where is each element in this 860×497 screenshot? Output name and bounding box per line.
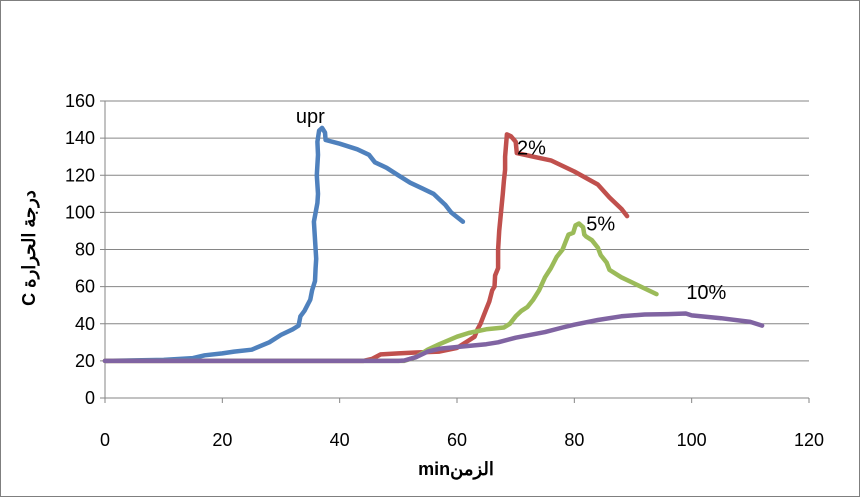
y-tick-label-0: 0 bbox=[85, 388, 95, 408]
y-tick-labels: 0 20 40 60 80 100 120 140 160 bbox=[65, 91, 95, 408]
x-tick-label-60: 60 bbox=[447, 430, 467, 450]
series-line-1 bbox=[102, 125, 466, 364]
series-label-3: 5% bbox=[586, 214, 615, 236]
x-tick-label-40: 40 bbox=[330, 430, 350, 450]
x-tick-label-80: 80 bbox=[564, 430, 584, 450]
series-label-2: 2% bbox=[517, 137, 546, 159]
y-tick-label-140: 140 bbox=[65, 128, 95, 148]
y-tick-label-160: 160 bbox=[65, 91, 95, 111]
x-tick-label-100: 100 bbox=[677, 430, 707, 450]
y-axis-title: درجة الحرارة C bbox=[19, 190, 40, 306]
gridlines bbox=[105, 100, 809, 362]
x-tick-label-120: 120 bbox=[794, 430, 824, 450]
x-tick-label-20: 20 bbox=[212, 430, 232, 450]
series-line-4 bbox=[102, 311, 765, 364]
y-tick-label-100: 100 bbox=[65, 202, 95, 222]
series-label-4: 10% bbox=[686, 282, 726, 304]
y-tick-label-20: 20 bbox=[75, 351, 95, 371]
series-line-2 bbox=[102, 132, 630, 364]
x-tick-label-0: 0 bbox=[100, 430, 110, 450]
x-tick-labels: 0 20 40 60 80 100 120 bbox=[100, 430, 824, 450]
series-annotations: upr 2% 5% 10% bbox=[296, 106, 727, 304]
series-line-3 bbox=[102, 221, 659, 364]
y-tick-label-80: 80 bbox=[75, 240, 95, 260]
y-tick-label-40: 40 bbox=[75, 314, 95, 334]
series-lines bbox=[102, 125, 765, 364]
y-tick-label-60: 60 bbox=[75, 277, 95, 297]
series-label-1: upr bbox=[296, 106, 325, 128]
x-axis-title: الزمنmin bbox=[418, 459, 494, 480]
y-tick-label-120: 120 bbox=[65, 165, 95, 185]
axes bbox=[100, 100, 810, 403]
